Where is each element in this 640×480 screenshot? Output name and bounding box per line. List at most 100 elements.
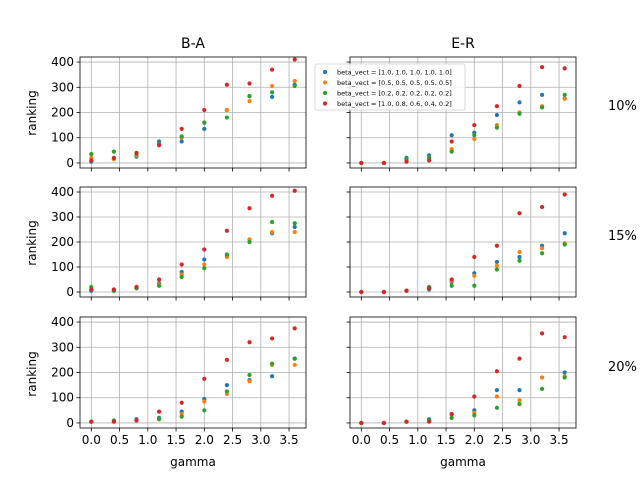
data-point-series-4 xyxy=(157,277,162,282)
data-point-series-4 xyxy=(179,126,184,131)
data-point-series-4 xyxy=(179,400,184,405)
legend-marker-1 xyxy=(322,69,328,75)
data-point-series-3 xyxy=(157,283,162,288)
x-tick-label: 0.0 xyxy=(352,433,371,447)
axes-frame xyxy=(79,316,307,429)
data-point-series-4 xyxy=(292,57,297,62)
data-point-series-3 xyxy=(292,221,297,226)
data-point-series-4 xyxy=(404,159,409,164)
row-label-15: 15% xyxy=(608,229,637,244)
x-tick-label: 0.5 xyxy=(380,433,399,447)
data-point-series-3 xyxy=(224,115,229,120)
row-label-10: 10% xyxy=(608,99,637,114)
data-point-series-3 xyxy=(292,83,297,89)
data-point-series-1 xyxy=(562,370,567,375)
data-point-series-3 xyxy=(494,125,499,130)
data-point-series-1 xyxy=(270,94,275,99)
data-point-series-4 xyxy=(472,254,477,260)
data-point-series-4 xyxy=(494,243,499,248)
data-point-series-2 xyxy=(472,136,477,142)
y-tick-label: 100 xyxy=(51,260,74,274)
y-tick-label: 100 xyxy=(51,131,74,145)
data-point-series-3 xyxy=(540,105,545,110)
data-point-series-4 xyxy=(472,123,477,128)
data-point-series-4 xyxy=(562,335,567,340)
data-point-series-1 xyxy=(562,231,567,236)
legend-entry-4: beta_vect = [1.0, 0.8, 0.6, 0.4, 0.2] xyxy=(337,100,452,108)
x-tick-label: 2.0 xyxy=(465,433,484,447)
data-point-series-2 xyxy=(292,78,297,84)
y-tick-label: 300 xyxy=(51,340,74,354)
data-point-series-3 xyxy=(472,133,477,138)
data-point-series-3 xyxy=(449,149,454,154)
data-point-series-3 xyxy=(270,90,275,95)
data-point-series-3 xyxy=(494,267,499,272)
column-title-er: E-R xyxy=(451,36,475,52)
y-tick-label: 200 xyxy=(51,106,74,120)
panel-er-20: 0.0 0.5 1.0 1.5 2.0 2.5 3.0 3.5 xyxy=(346,316,577,447)
x-tick-label: 2.0 xyxy=(195,433,214,447)
data-point-series-4 xyxy=(157,409,162,414)
legend-marker-2 xyxy=(322,80,328,85)
data-point-series-2 xyxy=(292,362,297,368)
data-point-series-4 xyxy=(359,160,364,166)
data-point-series-3 xyxy=(494,405,499,410)
x-tick-label: 0.0 xyxy=(82,433,101,447)
data-point-series-4 xyxy=(494,369,499,374)
data-point-series-3 xyxy=(472,283,477,288)
y-tick-label: 100 xyxy=(51,391,74,405)
data-point-series-3 xyxy=(179,414,184,419)
data-point-series-1 xyxy=(494,112,499,118)
x-axis-label-right: gamma xyxy=(440,455,486,469)
data-point-series-1 xyxy=(449,133,454,138)
data-point-series-4 xyxy=(449,277,454,282)
data-point-series-4 xyxy=(179,262,184,267)
y-tick-label: 300 xyxy=(51,210,74,224)
data-point-series-4 xyxy=(517,83,522,89)
x-tick-label: 3.5 xyxy=(280,433,299,447)
axes-frame xyxy=(349,186,577,298)
data-point-series-2 xyxy=(224,107,229,113)
data-point-series-4 xyxy=(404,288,409,293)
data-point-series-2 xyxy=(540,246,545,251)
data-point-series-4 xyxy=(472,394,477,399)
data-point-series-2 xyxy=(202,262,207,267)
data-point-series-3 xyxy=(270,361,275,366)
data-point-series-4 xyxy=(404,419,409,424)
data-point-series-1 xyxy=(179,139,184,144)
legend-entry-2: beta_vect = [0.5, 0.5, 0.5, 0.5, 0.5] xyxy=(337,79,452,87)
data-point-series-3 xyxy=(202,120,207,125)
data-point-series-4 xyxy=(427,286,432,291)
data-point-series-2 xyxy=(517,398,522,403)
x-tick-label: 2.5 xyxy=(493,433,512,447)
x-tick-label: 3.5 xyxy=(550,433,569,447)
legend-entry-1: beta_vect = [1.0, 1.0, 1.0, 1.0, 1.0] xyxy=(337,68,452,76)
data-point-series-4 xyxy=(224,228,229,233)
x-tick-label: 3.0 xyxy=(521,433,540,447)
column-title-ba: B-A xyxy=(181,36,205,52)
y-axis-label-row1: ranking xyxy=(25,90,39,135)
data-point-series-3 xyxy=(517,111,522,116)
y-tick-label: 0 xyxy=(66,156,74,170)
data-point-series-4 xyxy=(540,64,545,70)
y-tick-label: 200 xyxy=(51,366,74,380)
axes-frame xyxy=(349,56,577,169)
data-point-series-4 xyxy=(381,420,386,426)
data-point-series-1 xyxy=(224,383,229,388)
data-point-series-3 xyxy=(562,375,567,380)
y-axis-label-row3: ranking xyxy=(25,351,39,396)
data-point-series-4 xyxy=(202,107,207,113)
y-tick-label: 400 xyxy=(51,55,74,69)
data-point-series-4 xyxy=(247,81,252,86)
data-point-series-2 xyxy=(472,273,477,278)
data-point-series-2 xyxy=(494,263,499,268)
panel-er-10 xyxy=(346,56,577,172)
legend-entry-3: beta_vect = [0.2, 0.2, 0.2, 0.2, 0.2] xyxy=(337,89,452,97)
data-point-series-1 xyxy=(540,92,545,97)
data-point-series-2 xyxy=(494,394,499,399)
data-point-series-4 xyxy=(134,284,139,290)
legend-marker-3 xyxy=(322,90,328,96)
panel-ba-20: 0 100 200 300 400 0.0 0.5 1.0 1.5 2.0 2.5 3.0 3.5 xyxy=(51,315,307,447)
row-label-20: 20% xyxy=(608,360,637,375)
data-point-series-4 xyxy=(224,357,229,362)
